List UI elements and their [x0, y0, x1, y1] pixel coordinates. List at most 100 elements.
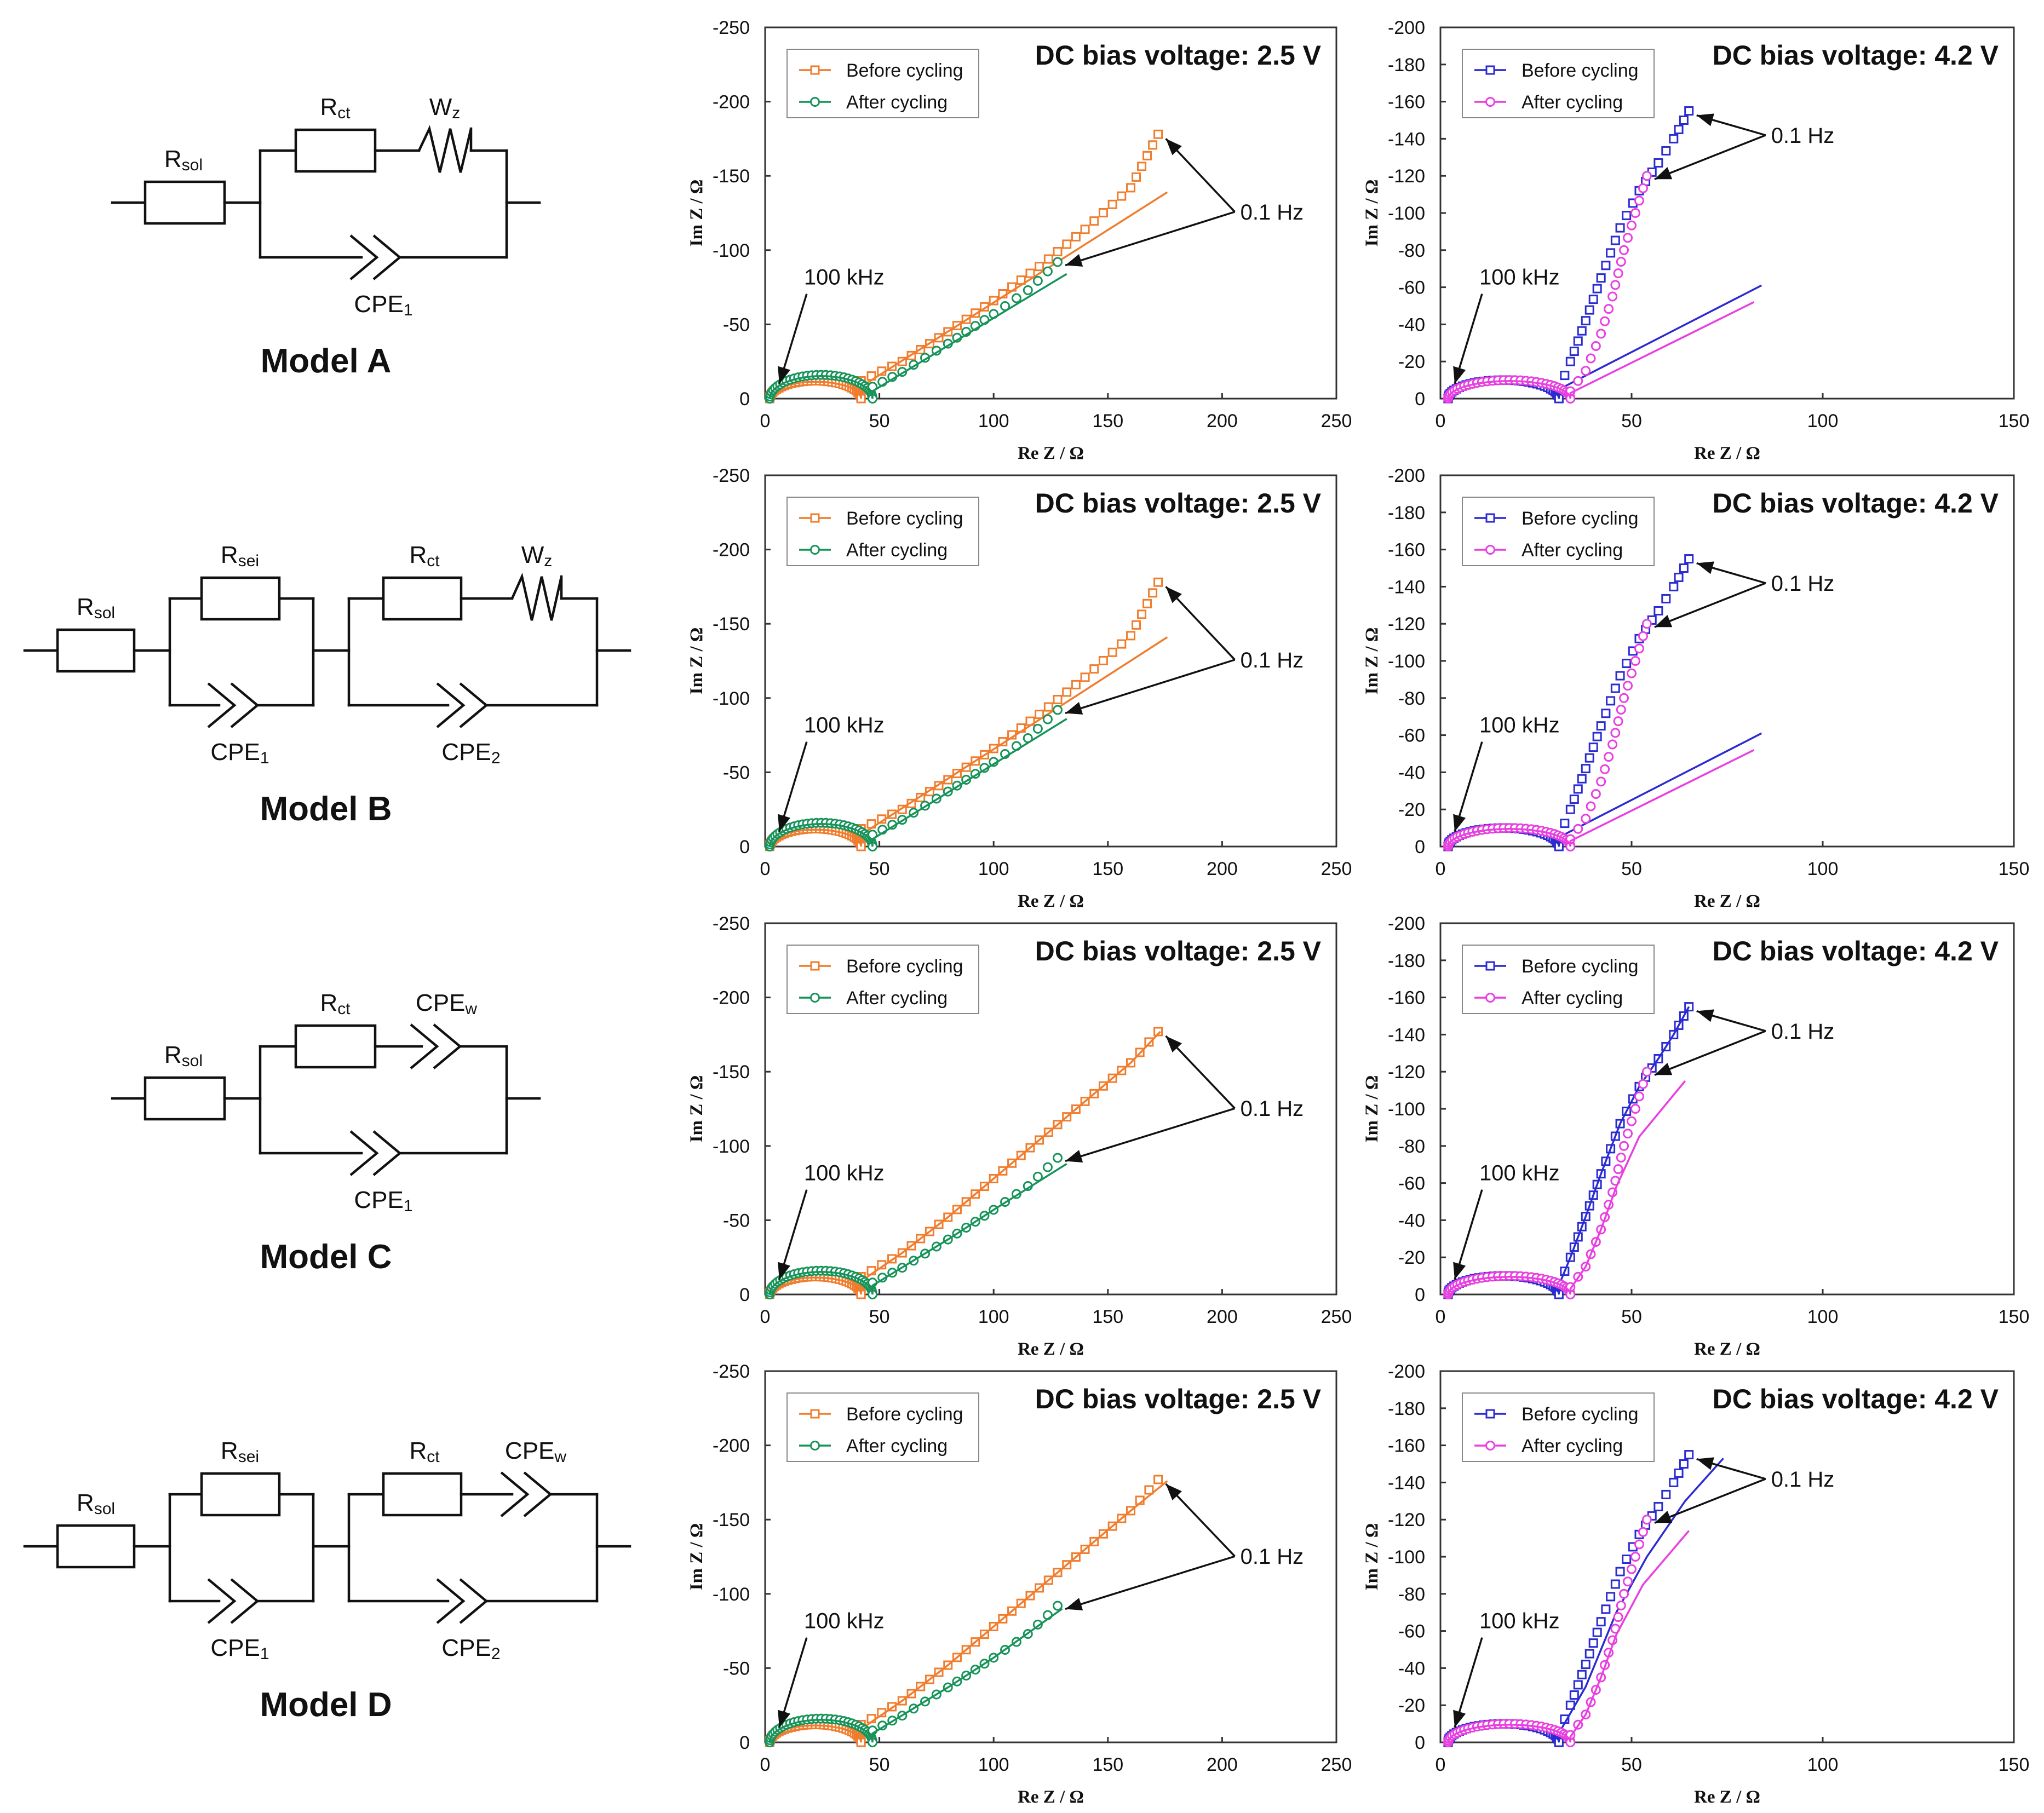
y-tick-label: 0 — [739, 837, 750, 857]
data-point — [1601, 261, 1611, 270]
data-point — [1577, 326, 1587, 336]
arrow-0-1hz-after — [1065, 211, 1236, 267]
label-rct: Rct — [409, 542, 440, 570]
y-tick-label: -100 — [1388, 203, 1425, 224]
x-tick-label: 200 — [1207, 859, 1238, 879]
chart-title: DC bias voltage: 4.2 V — [1713, 936, 1999, 966]
data-point — [1638, 631, 1648, 641]
data-point — [1604, 752, 1614, 762]
data-point — [1573, 1680, 1583, 1690]
data-point — [1584, 753, 1594, 763]
data-point — [1023, 285, 1033, 296]
x-tick-label: 150 — [1999, 1306, 2030, 1327]
y-tick-label: -140 — [1388, 1472, 1425, 1493]
data-point — [1679, 563, 1689, 573]
cpe-chevron — [410, 1023, 439, 1069]
data-point — [1107, 647, 1117, 657]
data-point — [1627, 1116, 1637, 1126]
data-point — [1053, 1153, 1063, 1163]
y-tick-label: -50 — [723, 762, 750, 783]
legend — [1462, 1392, 1655, 1462]
data-point — [1619, 245, 1629, 255]
y-tick-label: -200 — [713, 1436, 750, 1457]
y-axis-label: Im Z / Ω — [1362, 628, 1382, 695]
x-tick-label: 50 — [869, 1754, 890, 1775]
fit-line — [768, 718, 1067, 847]
x-tick-label: 100 — [978, 1306, 1009, 1327]
arrow-0-1hz-after-head — [1065, 254, 1083, 267]
chart-b-4-2v: 0 50 100 150 0 -20 -40 -60 -80 -100 -120 -140 -160 -1… — [1362, 465, 2029, 911]
data-point — [1607, 739, 1618, 750]
data-point — [1613, 716, 1623, 727]
label-wz: Wz — [429, 94, 461, 122]
x-tick-label: 0 — [1436, 1754, 1446, 1775]
annotation-100khz: 100 kHz — [804, 713, 885, 738]
x-tick-label: 150 — [1999, 1754, 2030, 1775]
y-tick-label: 0 — [1415, 837, 1425, 857]
data-point — [1569, 795, 1579, 804]
legend-label: After cycling — [1521, 92, 1623, 113]
data-point — [810, 97, 820, 107]
x-tick-label: 150 — [1999, 411, 2030, 431]
y-tick-label: -20 — [1398, 799, 1425, 820]
data-point — [1560, 819, 1570, 828]
label-rsei: Rsei — [221, 542, 259, 570]
annotation-0-1hz: 0.1 Hz — [1771, 1467, 1835, 1492]
x-tick-label: 0 — [1436, 411, 1446, 431]
data-point — [1098, 655, 1108, 665]
legend — [1462, 945, 1655, 1014]
label-rsol: Rsol — [164, 146, 203, 174]
y-tick-label: -120 — [1388, 614, 1425, 635]
data-point — [1485, 545, 1495, 555]
data-point — [1661, 594, 1671, 603]
y-tick-label: -80 — [1398, 1136, 1425, 1157]
data-point — [1148, 588, 1158, 598]
y-tick-label: -160 — [1388, 988, 1425, 1009]
data-point — [1565, 804, 1575, 814]
legend-label: Before cycling — [1521, 956, 1639, 977]
y-tick-label: -200 — [713, 92, 750, 113]
x-axis-label: Re Z / Ω — [1018, 1787, 1084, 1807]
label-rsol: Rsol — [164, 1041, 203, 1070]
data-point — [1623, 233, 1633, 243]
x-tick-label: 150 — [1092, 1306, 1123, 1327]
x-tick-label: 150 — [1092, 411, 1123, 431]
data-point — [1653, 1501, 1663, 1511]
data-point — [1560, 371, 1570, 381]
data-point — [1622, 211, 1632, 221]
data-point — [1669, 134, 1679, 143]
data-point — [1591, 788, 1601, 799]
chart-b-2-5v: 0 50 100 150 200 250 0 -50 -100 -150 -200 -250 Re Z … — [687, 465, 1352, 911]
data-point — [1638, 183, 1648, 193]
data-point — [1080, 672, 1090, 682]
legend-label: Before cycling — [1521, 60, 1639, 81]
fit-line — [768, 1608, 1063, 1743]
data-point — [1142, 598, 1152, 608]
legend — [786, 497, 979, 566]
warburg-element — [510, 572, 563, 621]
x-tick-label: 250 — [1321, 1306, 1352, 1327]
y-axis-label: Im Z / Ω — [1362, 1075, 1382, 1143]
legend — [1462, 49, 1655, 118]
data-point — [1485, 961, 1495, 971]
data-point — [1592, 284, 1602, 293]
arrow-0-1hz-before-head — [1696, 1009, 1714, 1022]
y-tick-label: -20 — [1398, 1247, 1425, 1268]
data-point — [1577, 1670, 1587, 1679]
x-tick-label: 50 — [1621, 1306, 1642, 1327]
x-tick-label: 250 — [1321, 859, 1352, 879]
data-point — [1053, 257, 1063, 267]
chart-title: DC bias voltage: 4.2 V — [1713, 1384, 1999, 1414]
label-cpew: CPEw — [505, 1437, 566, 1466]
cpe-chevron — [207, 682, 237, 728]
data-point — [1627, 220, 1637, 231]
data-point — [1569, 1690, 1579, 1700]
data-point — [1619, 1141, 1629, 1151]
data-point — [1588, 295, 1598, 304]
data-point — [1616, 1152, 1626, 1162]
legend — [786, 945, 979, 1014]
data-point — [1485, 1441, 1495, 1451]
chart-d-4-2v: 0 50 100 150 0 -20 -40 -60 -80 -100 -120 -140 -160 -1… — [1362, 1361, 2029, 1807]
data-point — [1485, 993, 1495, 1003]
x-tick-label: 100 — [1807, 411, 1839, 431]
